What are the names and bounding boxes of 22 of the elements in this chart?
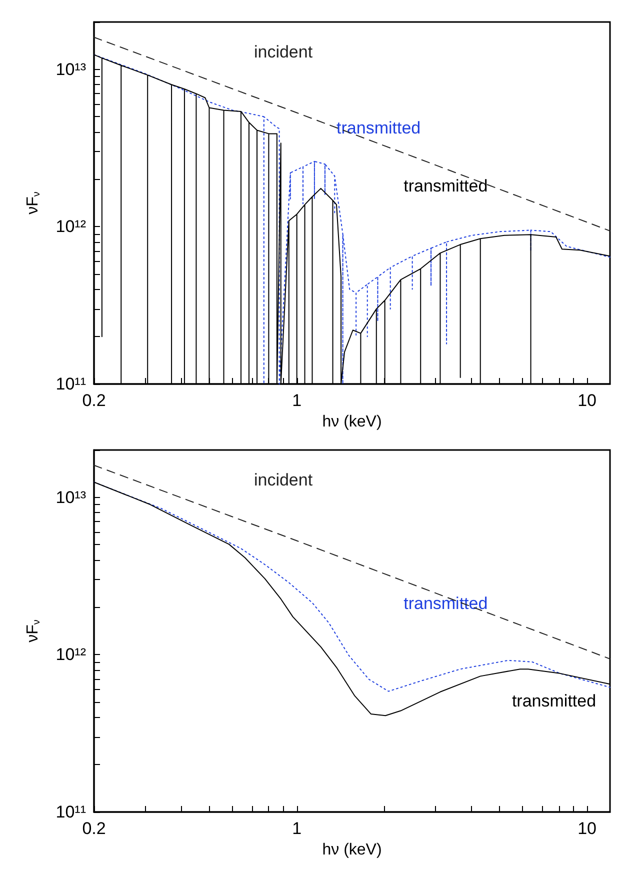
y-tick-label: 10¹³	[56, 488, 86, 507]
x-tick-label: 1	[292, 819, 302, 838]
series-label: incident	[254, 470, 313, 490]
x-tick-label: 10	[578, 819, 596, 838]
y-axis-title: νFν	[24, 192, 42, 214]
y-tick-label: 10¹¹	[56, 802, 86, 822]
x-tick-label: 1	[292, 391, 302, 410]
text: transmitted	[404, 594, 488, 613]
y-tick-label: 10¹¹	[56, 374, 86, 394]
x-tick-label: 0.2	[82, 391, 106, 410]
y-tick-label: 10¹²	[56, 645, 86, 664]
series-label: incident	[254, 42, 313, 62]
y-tick-label: 10¹³	[56, 60, 86, 79]
x-axis-title: hν (keV)	[322, 842, 382, 858]
y-tick-label: 10¹²	[56, 217, 86, 236]
x-axis-title: hν (keV)	[322, 414, 382, 430]
x-tick-label: 0.2	[82, 819, 106, 838]
text: transmitted	[404, 176, 488, 196]
series-label: transmitted	[336, 118, 421, 138]
series-label: transmitted	[512, 692, 596, 711]
x-tick-label: 10	[578, 391, 596, 410]
y-axis-title: νFν	[24, 620, 42, 642]
